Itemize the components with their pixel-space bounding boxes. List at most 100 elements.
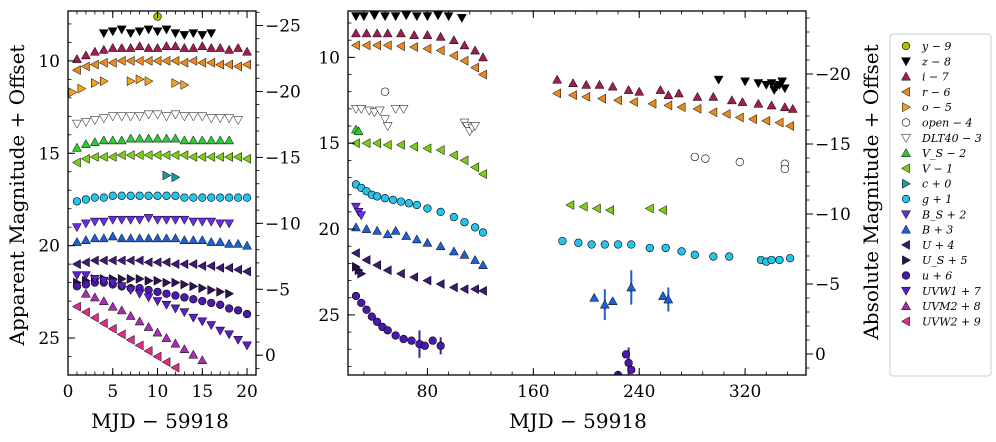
data-point-U [161,257,171,268]
data-point-g [90,193,99,202]
data-point-Vs [89,137,100,147]
data-point-o [126,76,136,87]
data-point-z [411,12,422,22]
data-point-i [779,102,790,112]
data-point-V [395,140,405,150]
data-point-V [578,201,588,212]
legend-marker-V [900,163,910,174]
data-point-UVW2 [125,334,135,345]
data-point-g [725,252,734,261]
data-point-u [198,296,207,306]
data-point-o [144,76,154,87]
data-point-B [382,229,393,239]
data-point-r [734,112,744,123]
data-point-i [422,30,433,39]
y-tick-label: 10 [38,52,60,72]
data-point-g [460,218,469,227]
data-point-DLT40 [179,112,190,122]
data-point-UVW1 [98,276,109,286]
data-point-Vs [179,135,190,145]
data-point-z [179,31,190,41]
panel-1-axes: 80 160 240 320 10 15 20 25 −20 −15 −10 −5 0 [318,11,851,402]
data-point-u [391,331,400,340]
data-point-UVM2 [125,310,136,320]
data-point-o [171,78,181,88]
data-point-DLT40 [143,110,154,120]
data-point-UVW1 [89,275,100,284]
data-point-V [591,203,601,214]
data-point-B [80,235,91,244]
series-o-left [68,74,190,98]
data-point-DLT40 [125,112,136,122]
data-point-UVW2 [116,329,126,340]
data-point-z [170,29,181,39]
series-UVW2-left [71,301,180,373]
data-point-Bs [72,223,82,233]
data-point-z [753,79,764,89]
data-point-r [761,115,771,126]
data-point-u [621,350,631,359]
data-point-r [422,43,432,54]
data-point-z [143,25,154,35]
data-point-Vs [161,133,172,143]
data-point-u [225,304,234,313]
data-point-Bs [215,219,226,229]
legend-marker-UVW1 [901,286,911,296]
data-point-V [116,150,126,161]
data-point-u [81,280,91,289]
data-point-u [420,341,429,350]
data-point-z [188,29,199,39]
legend-label: UVW1 + 7 [922,285,981,298]
data-point-V [206,152,216,162]
panel-1-frame [347,10,807,376]
data-point-g [470,223,480,232]
data-point-r [628,97,638,107]
abs-y-tick-label: −25 [265,17,301,37]
data-point-V [382,140,392,150]
data-point-r [152,55,162,66]
data-point-DLT40 [80,118,91,127]
data-point-r [134,55,144,66]
data-point-g [574,238,583,247]
data-point-DLT40 [188,112,199,122]
abs-y-tick-label: −15 [815,135,851,155]
data-point-Bs [80,219,91,229]
legend-item-UVW2: UVW2 + 9 [900,315,981,328]
data-point-DLT40 [380,115,390,125]
data-point-B [125,233,136,243]
data-point-Vs [107,135,118,145]
data-point-i [372,28,383,38]
data-point-B [422,237,433,247]
legend-label: U_S + 5 [922,254,968,267]
data-point-g [478,228,488,237]
data-point-DLT40 [152,110,163,120]
data-point-i [470,45,480,55]
data-point-open [780,164,789,174]
data-point-Vs [116,135,127,145]
data-point-Bs [125,215,136,225]
series-u-right [351,291,636,375]
data-point-Bs [161,215,172,225]
data-point-B [143,233,154,243]
data-point-g [126,191,135,200]
data-point-r [107,57,117,68]
legend-item-Vs: V_S − 2 [901,147,966,160]
data-point-UVW2 [143,346,153,356]
data-point-UVM2 [80,288,91,298]
data-point-g [587,240,596,249]
data-point-i [435,31,446,41]
data-point-UVW1 [170,304,181,314]
data-point-B [607,296,618,306]
legend-label: UVW2 + 9 [922,315,981,328]
data-point-r [478,69,487,80]
data-point-g [108,191,117,200]
data-point-r [448,50,458,61]
data-point-g [600,240,609,249]
data-point-z [433,11,443,21]
abs-y-tick-label: −10 [265,214,301,234]
data-point-r [161,55,171,66]
legend-label: B + 3 [921,224,953,237]
x-tick-label: 80 [417,382,439,402]
data-point-UVW2 [134,340,144,351]
data-point-g [449,212,459,222]
